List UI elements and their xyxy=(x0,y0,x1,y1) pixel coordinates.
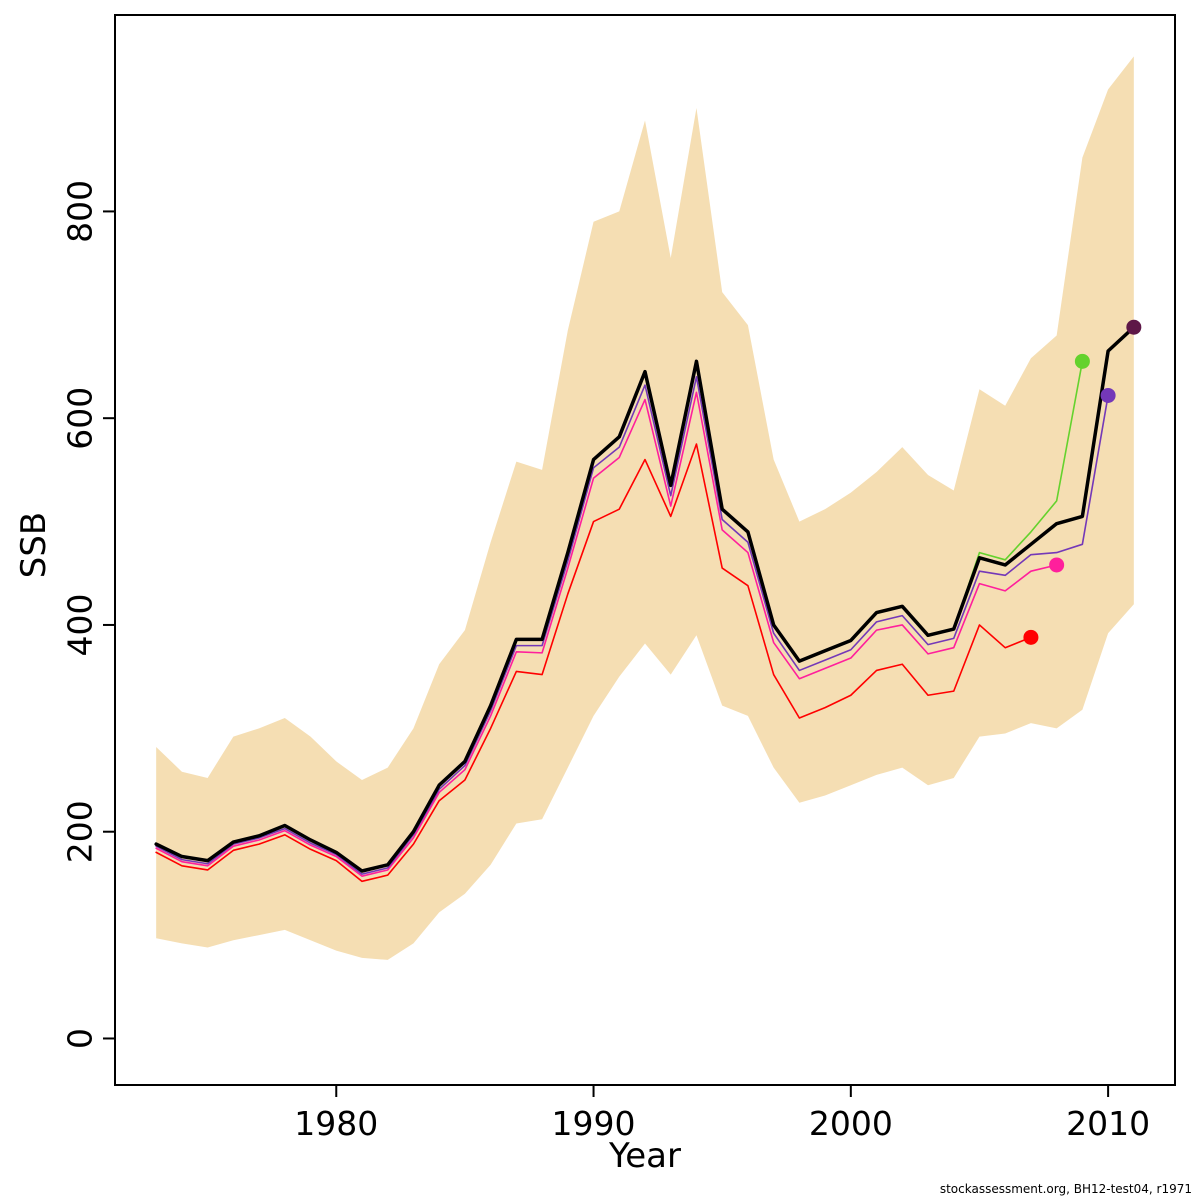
retro-peel-2009-end-dot xyxy=(1074,353,1090,369)
retro-peel-2008-end-dot xyxy=(1049,557,1065,573)
y-axis-label: SSB xyxy=(14,511,54,579)
retro-peel-2010-end-dot xyxy=(1100,387,1116,403)
y-tick-label: 600 xyxy=(61,387,100,450)
final-run-2011-line xyxy=(154,325,1136,873)
x-tick-label: 2010 xyxy=(1066,1104,1150,1143)
y-tick-label: 800 xyxy=(61,180,100,243)
x-tick-label: 1980 xyxy=(294,1104,378,1143)
final-run-2011-end-dot xyxy=(1126,319,1142,335)
x-tick-label: 1990 xyxy=(552,1104,636,1143)
retro-peel-2008-line xyxy=(155,391,1058,877)
y-tick-label: 0 xyxy=(61,1028,100,1049)
x-axis-label: Year xyxy=(609,1136,681,1176)
x-tick-label: 2000 xyxy=(809,1104,893,1143)
retro-peel-2007-end-dot xyxy=(1023,629,1039,645)
retro-peel-2007-line xyxy=(155,443,1032,883)
plot-box xyxy=(114,14,1176,1086)
watermark-credit: stockassessment.org, BH12-test04, r1971 xyxy=(939,1182,1192,1196)
y-tick-label: 200 xyxy=(61,800,100,863)
y-tick-label: 400 xyxy=(61,593,100,656)
retro-peel-2010-line xyxy=(155,376,1109,875)
confidence-band xyxy=(156,56,1134,960)
